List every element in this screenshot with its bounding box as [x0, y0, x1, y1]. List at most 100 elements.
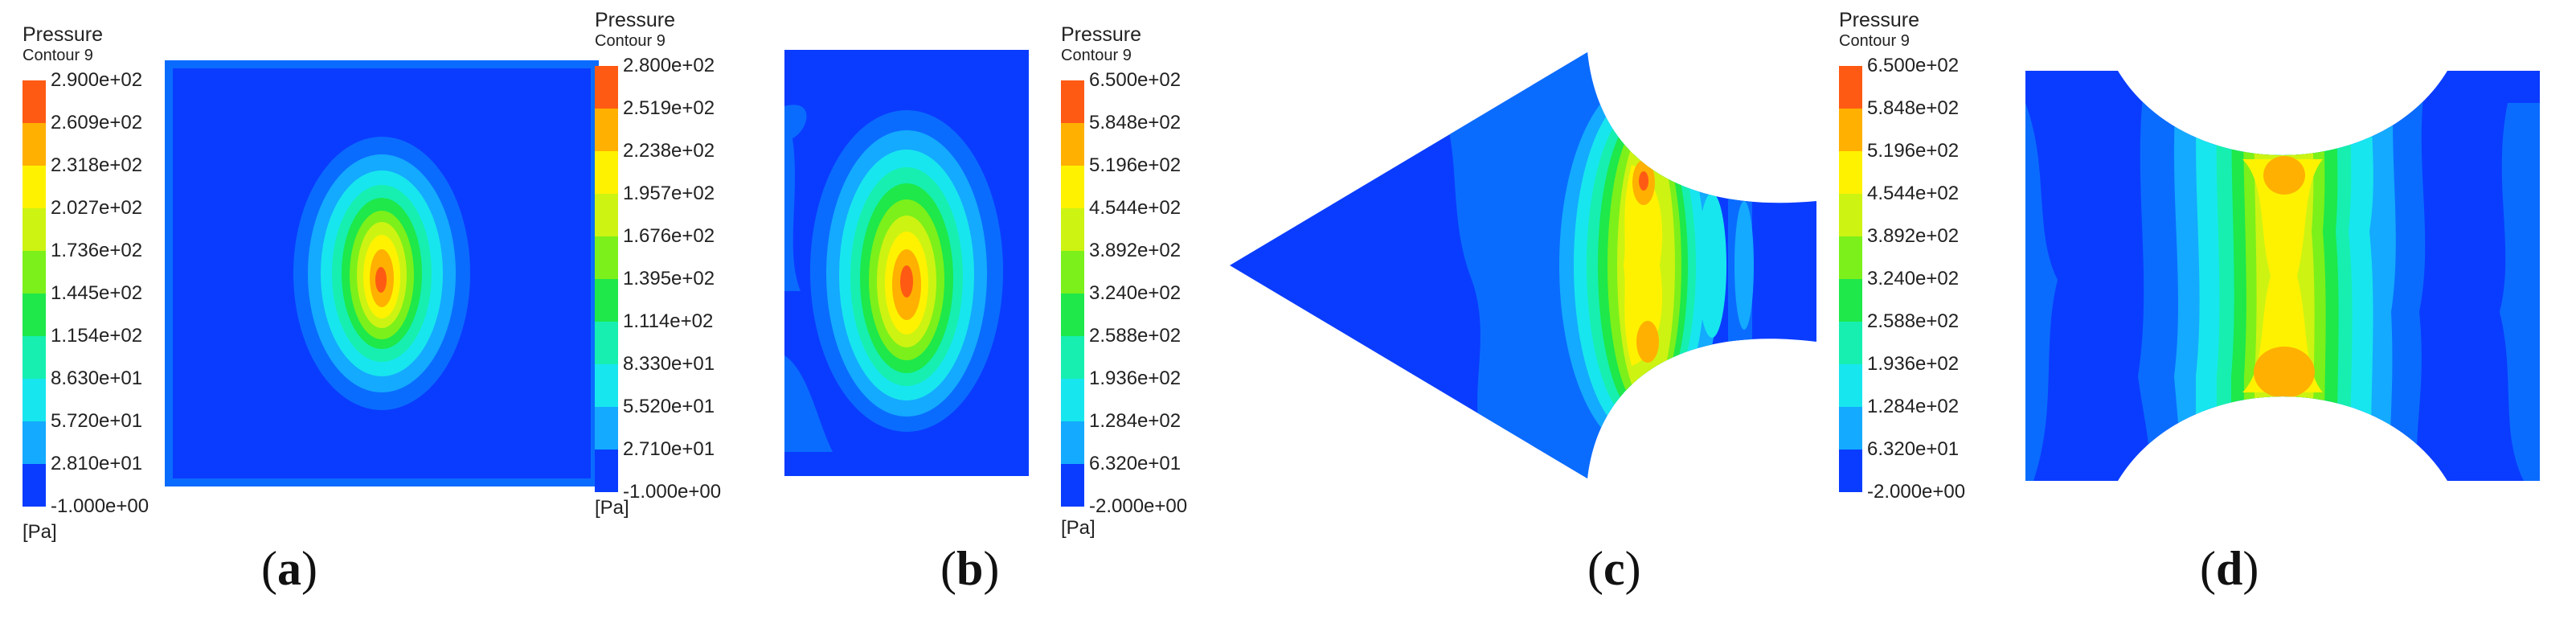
color-step — [1839, 450, 1862, 492]
tick-label: 3.892e+02 — [1867, 225, 1960, 247]
color-step — [1061, 421, 1084, 464]
color-step — [23, 166, 46, 208]
legend-subtitle: Contour 9 — [1061, 47, 1132, 64]
color-step — [1839, 364, 1862, 407]
panel-d: Pressure Contour 9 6.500e+02 5.848e+02 5… — [1816, 0, 2576, 624]
tick-label: -1.000e+00 — [623, 481, 722, 503]
tick-label: 5.848e+02 — [1089, 112, 1182, 133]
tick-label: 5.196e+02 — [1867, 140, 1960, 162]
color-scale-bar — [23, 80, 46, 507]
panel-a: Pressure Contour 9 2.900e+02 2.609e+02 2… — [0, 0, 599, 624]
tick-label: 2.588e+02 — [1089, 325, 1182, 347]
tick-label: 5.848e+02 — [1867, 97, 1960, 119]
tick-label: -2.000e+00 — [1867, 481, 1966, 503]
tick-label: 3.240e+02 — [1089, 282, 1182, 304]
color-step — [595, 450, 618, 492]
color-scale-bar — [595, 66, 618, 492]
tick-label: 5.720e+01 — [51, 410, 143, 432]
tick-label: 3.240e+02 — [1867, 268, 1960, 289]
tick-label: 1.284e+02 — [1867, 396, 1960, 417]
color-step — [23, 294, 46, 336]
tick-label: 1.936e+02 — [1089, 367, 1182, 389]
color-step — [1839, 279, 1862, 322]
legend-unit: [Pa] — [23, 521, 57, 543]
contour-plot-b — [784, 50, 1029, 476]
color-scale-bar — [1839, 66, 1862, 492]
legend-title: Pressure — [595, 9, 676, 31]
contour-plot-d — [2025, 71, 2540, 481]
color-step — [595, 66, 618, 109]
color-step — [23, 123, 46, 166]
tick-label: 1.736e+02 — [51, 240, 143, 261]
tick-label: 1.957e+02 — [623, 183, 715, 204]
tick-label: 6.320e+01 — [1867, 438, 1960, 460]
color-step — [1061, 251, 1084, 294]
color-step — [23, 251, 46, 294]
color-step — [1839, 109, 1862, 151]
color-step — [23, 421, 46, 464]
color-step — [23, 208, 46, 251]
channel-domain — [2025, 71, 2540, 481]
color-step — [595, 364, 618, 407]
legend-subtitle: Contour 9 — [23, 47, 93, 64]
color-step — [1061, 379, 1084, 421]
color-step — [595, 151, 618, 194]
tick-label: 1.445e+02 — [51, 282, 143, 304]
color-step — [1061, 208, 1084, 251]
color-step — [1061, 464, 1084, 507]
tick-label: 5.196e+02 — [1089, 154, 1182, 176]
legend-subtitle: Contour 9 — [595, 32, 666, 50]
tick-label: 1.114e+02 — [623, 310, 714, 332]
legend-title: Pressure — [23, 23, 104, 46]
tick-label: 8.330e+01 — [623, 353, 715, 375]
tick-label: 2.318e+02 — [51, 154, 143, 176]
legend-unit: [Pa] — [1061, 517, 1096, 539]
color-step — [1061, 80, 1084, 123]
tick-label: 8.630e+01 — [51, 367, 143, 389]
panel-c: Pressure Contour 9 6.500e+02 5.848e+02 5… — [1029, 0, 1816, 624]
tick-label: 1.284e+02 — [1089, 410, 1182, 432]
color-step — [1061, 336, 1084, 379]
color-step — [1061, 166, 1084, 208]
tick-label: 2.710e+01 — [623, 438, 715, 460]
tick-label: 6.320e+01 — [1089, 453, 1182, 474]
tick-label: 3.892e+02 — [1089, 240, 1182, 261]
color-step — [595, 109, 618, 151]
tick-label: 2.800e+02 — [623, 55, 715, 76]
tick-label: -2.000e+00 — [1089, 495, 1188, 517]
caption-c: (c) — [1587, 542, 1641, 595]
tick-label: 2.900e+02 — [51, 69, 143, 91]
tick-label: 6.500e+02 — [1089, 69, 1182, 91]
tick-label: 2.588e+02 — [1867, 310, 1960, 332]
color-step — [1839, 151, 1862, 194]
tick-label: 2.027e+02 — [51, 197, 143, 219]
tick-label: 1.936e+02 — [1867, 353, 1960, 375]
color-step — [23, 379, 46, 421]
color-step — [1839, 407, 1862, 450]
contour-plot-c — [1230, 52, 1816, 478]
tick-label: 6.500e+02 — [1867, 55, 1960, 76]
legend-title: Pressure — [1839, 9, 1920, 31]
tick-label: 2.609e+02 — [51, 112, 143, 133]
color-step — [23, 336, 46, 379]
tick-label: 5.520e+01 — [623, 396, 715, 417]
color-step — [595, 322, 618, 364]
color-step — [1839, 322, 1862, 364]
tick-label: 2.810e+01 — [51, 453, 143, 474]
color-step — [23, 464, 46, 507]
color-step — [595, 236, 618, 279]
tick-label: 4.544e+02 — [1867, 183, 1960, 204]
tick-label: -1.000e+00 — [51, 495, 149, 517]
caption-b: (b) — [940, 542, 1000, 595]
color-scale-bar — [1061, 80, 1084, 507]
color-step — [595, 407, 618, 450]
color-step — [1839, 194, 1862, 236]
color-step — [23, 80, 46, 123]
color-step — [595, 194, 618, 236]
color-step — [1839, 236, 1862, 279]
color-step — [1839, 66, 1862, 109]
caption-d: (d) — [2200, 542, 2259, 595]
legend-unit: [Pa] — [595, 497, 629, 519]
tick-label: 1.154e+02 — [51, 325, 143, 347]
color-step — [1061, 294, 1084, 336]
